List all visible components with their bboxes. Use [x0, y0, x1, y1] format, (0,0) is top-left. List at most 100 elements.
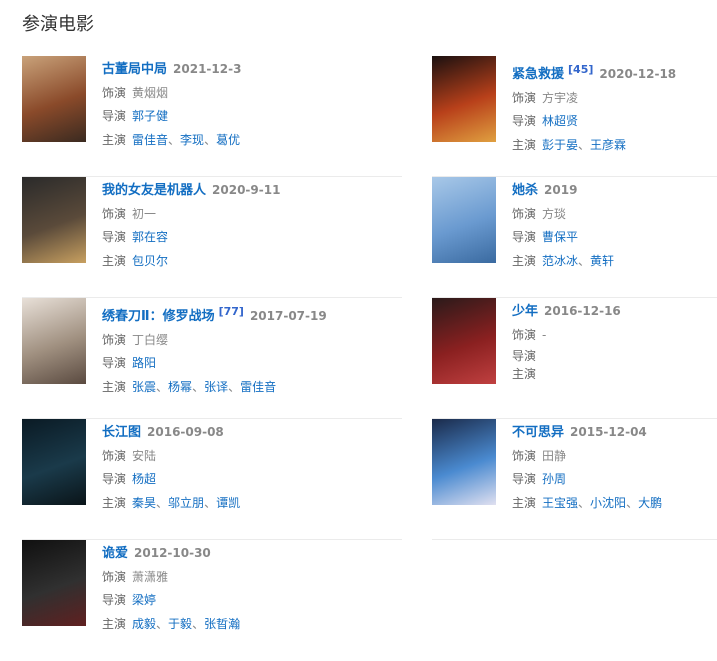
role-label: 饰演 [102, 569, 127, 584]
film-item: 紧急救援 [45] 2020-12-18 饰演 方宇凌 导演 林超贤 主演 彭于晏、王彦霖 [432, 56, 717, 177]
cast-link[interactable]: 张震 [132, 379, 157, 394]
film-poster[interactable] [22, 419, 86, 505]
cast-label: 主演 [512, 137, 537, 152]
cast-link[interactable]: 葛优 [216, 132, 241, 147]
separator: 、 [578, 495, 591, 510]
director-label: 导演 [102, 356, 127, 370]
separator: 、 [578, 137, 591, 152]
cast-link[interactable]: 李现 [180, 132, 205, 147]
cast-label: 主演 [102, 379, 127, 394]
film-poster[interactable] [22, 56, 86, 142]
cast-link[interactable]: 秦昊 [132, 495, 157, 510]
director-link[interactable]: 杨超 [132, 472, 157, 486]
reference-link[interactable]: [45] [568, 63, 594, 76]
cast-line: 主演 雷佳音、李现、葛优 [102, 129, 241, 153]
film-poster[interactable] [432, 56, 496, 142]
film-item: 我的女友是机器人 2020-9-11 饰演 初一 导演 郭在容 主演 包贝尔 [22, 177, 402, 298]
role-value: 萧潇雅 [132, 569, 169, 584]
cast-link[interactable]: 包贝尔 [132, 253, 169, 268]
cast-link[interactable]: 谭凯 [216, 495, 241, 510]
cast-line: 主演 范冰冰、黄轩 [512, 250, 614, 274]
cast-link[interactable]: 彭于晏 [542, 137, 579, 152]
film-poster[interactable] [432, 298, 496, 384]
film-item: 诡爱 2012-10-30 饰演 萧潇雅 导演 梁婷 主演 成毅、于毅、张晢瀚 [22, 540, 402, 661]
cast-link[interactable]: 范冰冰 [542, 253, 579, 268]
film-title-link[interactable]: 不可思异 [512, 425, 565, 440]
cast-link[interactable]: 杨幂 [168, 379, 193, 394]
cast-link[interactable]: 雷佳音 [132, 132, 169, 147]
cast-line: 主演 包贝尔 [102, 250, 280, 274]
cast-link[interactable]: 大鹏 [638, 495, 663, 510]
director-link[interactable]: 郭子健 [132, 109, 169, 123]
film-title-link[interactable]: 绣春刀Ⅱ：修罗战场 [102, 309, 215, 324]
film-poster[interactable] [22, 298, 86, 384]
director-line: 导演 林超贤 [512, 110, 676, 134]
cast-link[interactable]: 邬立朋 [168, 495, 205, 510]
director-label: 导演 [512, 114, 537, 128]
role-value: 初一 [132, 206, 157, 221]
film-poster[interactable] [432, 177, 496, 263]
cast-link[interactable]: 张译 [204, 379, 229, 394]
director-line: 导演 杨超 [102, 468, 240, 492]
cast-line: 主演 彭于晏、王彦霖 [512, 134, 676, 158]
film-info: 长江图 2016-09-08 饰演 安陆 导演 杨超 主演 秦昊、邬立朋、谭凯 [102, 421, 240, 515]
role-line: 饰演 初一 [102, 203, 280, 227]
cast-label: 主演 [102, 495, 127, 510]
director-label: 导演 [102, 593, 127, 607]
director-link[interactable]: 梁婷 [132, 593, 157, 607]
film-date: 2021-12-3 [173, 62, 242, 76]
cast-link[interactable]: 黄轩 [590, 253, 615, 268]
director-line: 导演 [512, 347, 621, 365]
film-date: 2020-12-18 [599, 67, 677, 81]
director-line: 导演 梁婷 [102, 589, 240, 613]
director-link[interactable]: 孙周 [542, 472, 567, 486]
director-label: 导演 [102, 472, 127, 486]
reference-link[interactable]: [77] [218, 305, 244, 318]
director-label: 导演 [102, 230, 127, 244]
director-label: 导演 [102, 109, 127, 123]
cast-label: 主演 [512, 495, 537, 510]
film-info: 诡爱 2012-10-30 饰演 萧潇雅 导演 梁婷 主演 成毅、于毅、张晢瀚 [102, 542, 240, 636]
cast-link[interactable]: 张晢瀚 [204, 616, 241, 631]
film-poster[interactable] [432, 419, 496, 505]
film-title-link[interactable]: 诡爱 [102, 546, 129, 561]
cast-link[interactable]: 于毅 [168, 616, 193, 631]
divider [432, 539, 717, 540]
role-value: - [542, 327, 547, 342]
role-label: 饰演 [102, 332, 127, 347]
film-title-link[interactable]: 少年 [512, 304, 539, 319]
film-poster[interactable] [22, 540, 86, 626]
cast-link[interactable]: 雷佳音 [240, 379, 277, 394]
film-title-link[interactable]: 古董局中局 [102, 62, 168, 77]
director-link[interactable]: 曹保平 [542, 230, 579, 244]
cast-label: 主演 [512, 253, 537, 268]
director-link[interactable]: 路阳 [132, 356, 157, 370]
director-link[interactable]: 郭在容 [132, 230, 169, 244]
film-title-link[interactable]: 我的女友是机器人 [102, 183, 207, 198]
cast-label: 主演 [102, 132, 127, 147]
film-info: 绣春刀Ⅱ：修罗战场 [77] 2017-07-19 饰演 丁白缨 导演 路阳 主演 张震、… [102, 300, 327, 399]
divider [22, 297, 402, 298]
separator: 、 [192, 379, 205, 394]
cast-link[interactable]: 王宝强 [542, 495, 579, 510]
film-item: 不可思异 2015-12-04 饰演 田静 导演 孙周 主演 王宝强、小沈阳、大鹏 [432, 419, 717, 540]
separator: 、 [228, 379, 241, 394]
cast-link[interactable]: 小沈阳 [590, 495, 627, 510]
film-title-link[interactable]: 紧急救援 [512, 67, 565, 82]
role-value: 安陆 [132, 448, 157, 463]
film-title-link[interactable]: 长江图 [102, 425, 142, 440]
director-line: 导演 郭子健 [102, 105, 241, 129]
cast-line: 主演 张震、杨幂、张译、雷佳音 [102, 376, 327, 400]
film-title-line: 不可思异 2015-12-04 [512, 421, 662, 445]
role-label: 饰演 [512, 90, 537, 105]
director-line: 导演 曹保平 [512, 226, 614, 250]
director-link[interactable]: 林超贤 [542, 114, 579, 128]
cast-link[interactable]: 成毅 [132, 616, 157, 631]
role-line: 饰演 方宇凌 [512, 87, 676, 111]
film-item: 少年 2016-12-16 饰演 - 导演 主演 [432, 298, 717, 419]
film-poster[interactable] [22, 177, 86, 263]
film-title-link[interactable]: 她杀 [512, 183, 539, 198]
divider [22, 176, 402, 177]
film-date: 2012-10-30 [134, 546, 211, 560]
cast-link[interactable]: 王彦霖 [590, 137, 627, 152]
